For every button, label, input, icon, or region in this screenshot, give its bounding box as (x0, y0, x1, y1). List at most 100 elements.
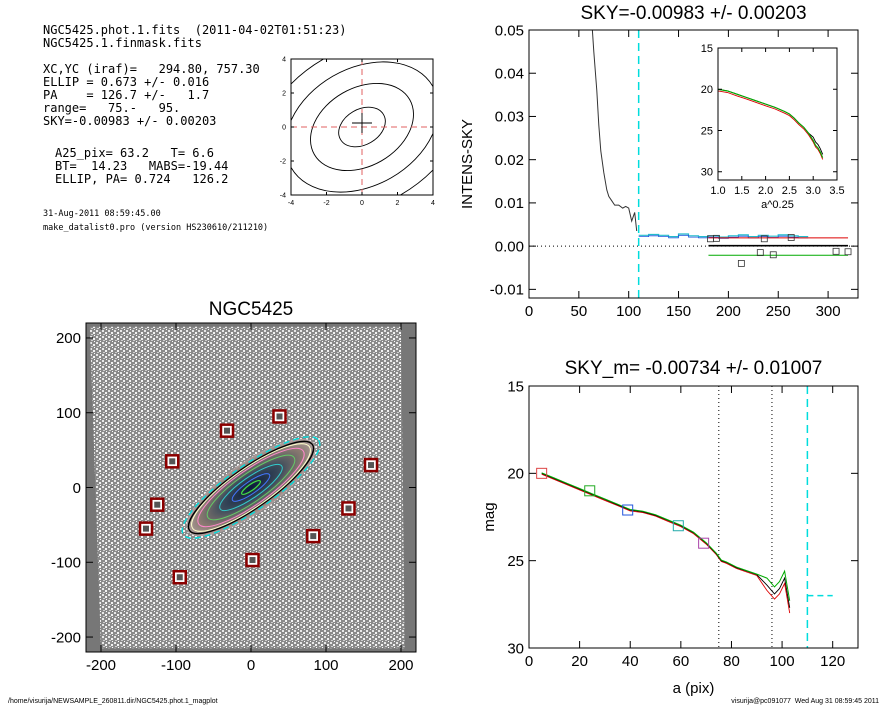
param-sky: SKY=-0.00983 +/- 0.00203 (43, 114, 217, 128)
mag-xtick-label: 20 (571, 653, 588, 670)
image-panel: -200 -100 0 100 200 -200 -100 0 100 200 NGC5425 (51, 299, 417, 674)
sky-ytick-label: 0.04 (495, 65, 524, 82)
meta-date: 31-Aug-2011 08:59:45.00 (43, 209, 161, 219)
image-title: NGC5425 (209, 299, 294, 320)
image-ytick-label: 0 (73, 480, 81, 497)
magnitude-panel: 0 20 40 60 80 100 120 15 20 25 30 SKY_m= -0.00734 +… (481, 358, 859, 697)
sky-xtick-label: 50 (571, 303, 588, 320)
contour-xtick-label: 0 (360, 200, 364, 207)
sky-frame (528, 29, 859, 299)
image-ytick-label: 200 (56, 330, 81, 347)
inset-green-line (718, 88, 824, 158)
param-ellip: ELLIP = 0.673 +/- 0.016 (43, 75, 210, 89)
footer-user: visurija@pc091077 Wed Aug 31 08:59:45 20… (731, 698, 879, 705)
mask-box-core (249, 557, 256, 564)
contour-xtick-label: 4 (431, 200, 435, 207)
mag-ytick-label: 30 (507, 640, 524, 657)
contour-ytick-label: 4 (282, 56, 286, 63)
contour-ytick-label: -2 (280, 158, 286, 165)
header-line-1: NGC5425.phot.1.fits (2011-04-02T01:51:23… (43, 23, 347, 37)
sky-xtick-label: 100 (616, 303, 641, 320)
mag-ylabel: mag (481, 502, 498, 531)
mag-frame (528, 385, 859, 649)
mask-box-core (154, 501, 161, 508)
sky-ytick-label: 0.05 (495, 22, 524, 39)
galaxy-outer-dashed-ellipse (181, 436, 321, 539)
mag-marker (672, 520, 684, 532)
inset-xtick-label: 2.5 (782, 185, 797, 197)
inset-xtick-label: 1.0 (710, 185, 725, 197)
image-ytick-label: 100 (56, 405, 81, 422)
sky-square-point (832, 247, 840, 255)
mag-ytick-label: 20 (507, 466, 524, 483)
mag-marker (536, 467, 548, 479)
galaxy-black-ellipse (187, 440, 315, 535)
mag-title: SKY_m= -0.00734 +/- 0.01007 (565, 358, 823, 379)
param-pa: PA = 126.7 +/- 1.7 (43, 88, 210, 102)
mag-marker (584, 485, 596, 497)
inset-xtick-label: 3.5 (829, 185, 844, 197)
sky-square-point (760, 235, 768, 243)
inset-xtick-label: 3.0 (806, 185, 821, 197)
sky-plot-area (529, 30, 858, 298)
sky-square-point (787, 234, 795, 241)
galaxy-green-ellipse (206, 454, 296, 521)
galaxy-blue-ellipse (231, 473, 271, 502)
galaxy-pink-ellipse (197, 447, 305, 528)
sky-ytick-label: 0.03 (495, 109, 524, 126)
contour-xtick-label: 2 (396, 200, 400, 207)
sky-ylabel: INTENS-SKY (459, 119, 476, 209)
sky-title: SKY=-0.00983 +/- 0.00203 (580, 3, 806, 24)
sky-cyan-steps (638, 233, 809, 238)
sky-ytick-label: 0.01 (495, 195, 524, 212)
inset-frame (717, 47, 838, 181)
image-xtick-label: -100 (161, 657, 191, 674)
header-block: NGC5425.phot.1.fits (2011-04-02T01:51:23… (43, 24, 346, 50)
image-xtick-label: -200 (86, 657, 116, 674)
image-ytick-label: -100 (51, 555, 81, 572)
sky-square-point (713, 234, 720, 242)
sky-xtick-label: 150 (666, 303, 691, 320)
sky-ytick-label: 0.02 (495, 152, 524, 169)
contour-line (310, 82, 414, 172)
params-block: XC,YC (iraf)= 294.80, 757.30 ELLIP = 0.6… (43, 63, 260, 128)
sky-square-point (737, 260, 745, 267)
sky-square-point (844, 248, 852, 256)
sky-square-point (769, 251, 777, 259)
mag-marker (698, 537, 710, 549)
footer-path: /home/visurija/NEWSAMPLE_260811.dir/NGC5… (8, 698, 218, 705)
contour-line (338, 106, 386, 148)
mask-box-core (368, 462, 374, 469)
mag-black-line (541, 472, 791, 608)
sky-panel: 0 50 100 150 200 250 300 -0.01 0.00 0.01 0.02 0.03 0… (459, 3, 859, 320)
image-xtick-label: 200 (388, 657, 413, 674)
image-xtick-label: 0 (247, 657, 255, 674)
contour-xtick-label: -4 (288, 200, 294, 207)
sky-xtick-label: 300 (816, 303, 841, 320)
mask-box-core (169, 458, 176, 465)
contour-ytick-label: 2 (282, 90, 286, 97)
derived-bt: BT= 14.23 MABS=-19.44 (55, 159, 229, 173)
sky-xtick-label: 0 (525, 303, 533, 320)
contour-panel: -4 -2 0 2 4 -4 -2 0 2 4 (280, 56, 435, 207)
mag-marker (622, 504, 634, 516)
mag-green-line (541, 472, 791, 601)
mag-ytick-label: 25 (507, 553, 524, 570)
sky-profile-line (591, 30, 638, 232)
derived-ellip-pa: ELLIP, PA= 0.724 126.2 (55, 172, 229, 186)
meta-block: 31-Aug-2011 08:59:45.00 make_datalist0.p… (43, 207, 268, 235)
inset-ytick-label: 30 (701, 167, 713, 179)
contour-xtick-label: -2 (323, 200, 329, 207)
mag-xtick-label: 80 (723, 653, 740, 670)
galaxy-yellow-ellipse (191, 443, 311, 532)
inset-background (717, 47, 838, 181)
header-line-2: NGC5425.1.finmask.fits (43, 36, 202, 50)
derived-a25: A25_pix= 63.2 T= 6.6 (55, 146, 214, 160)
galaxy-cyan-ellipse (219, 463, 283, 512)
derived-block: A25_pix= 63.2 T= 6.6 BT= 14.23 MABS=-19.… (55, 147, 228, 186)
mag-xtick-label: 0 (525, 653, 533, 670)
inset-ytick-label: 25 (701, 125, 713, 137)
mask-box-core (310, 533, 317, 540)
mag-xtick-label: 120 (820, 653, 845, 670)
